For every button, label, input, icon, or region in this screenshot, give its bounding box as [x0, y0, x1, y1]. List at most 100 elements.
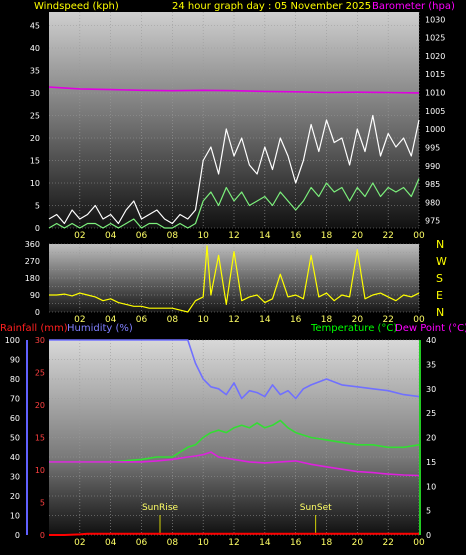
x-tick-label: 08 [167, 538, 179, 548]
sun-marker-label: SunSet [300, 503, 332, 513]
y-tick-label: 985 [425, 180, 440, 189]
compass-label: W [436, 255, 447, 268]
y-tick-label: 980 [425, 198, 440, 207]
series-wind-direction [49, 245, 420, 313]
barometer-axis-title: Barometer (hpa) [372, 1, 455, 12]
x-tick-label: 00 [413, 231, 425, 241]
y-tick-label: 20 [426, 434, 436, 443]
x-tick-label: 18 [321, 231, 333, 241]
y-tick-label: 180 [25, 274, 40, 283]
x-tick-label: 22 [382, 315, 393, 325]
y-tick-label: 15 [426, 458, 436, 467]
y-tick-label: 360 [25, 240, 40, 249]
y-tick-label: 40 [426, 336, 436, 345]
series-humidity [49, 339, 420, 400]
y-tick-label: 0 [35, 308, 40, 317]
y-tick-label: 50 [10, 434, 20, 443]
y-tick-label: 990 [425, 162, 440, 171]
x-tick-label: 06 [136, 231, 148, 241]
y-tick-label: 995 [425, 143, 440, 152]
y-tick-label: 5 [40, 499, 45, 508]
x-tick-label: 14 [259, 538, 271, 548]
series-temperature [49, 419, 420, 463]
y-tick-label: 10 [30, 179, 40, 188]
x-tick-label: 12 [228, 538, 239, 548]
x-tick-label: 06 [136, 538, 148, 548]
wind-axis-title: Windspeed (kph) [34, 1, 119, 12]
x-tick-label: 02 [74, 315, 85, 325]
y-tick-label: 30 [30, 89, 40, 98]
x-tick-label: 12 [228, 315, 239, 325]
y-tick-label: 30 [35, 336, 45, 345]
y-tick-label: 270 [25, 257, 40, 266]
series-average-wind [48, 178, 420, 229]
y-tick-label: 10 [426, 482, 436, 491]
x-tick-label: 08 [167, 315, 179, 325]
y-tick-label: 1000 [425, 125, 445, 134]
x-tick-label: 16 [290, 315, 302, 325]
y-tick-label: 10 [10, 512, 20, 521]
x-tick-label: 14 [259, 315, 271, 325]
y-tick-label: 35 [426, 360, 436, 369]
x-tick-label: 00 [413, 315, 425, 325]
y-tick-label: 35 [30, 67, 40, 76]
y-tick-label: 45 [30, 22, 40, 31]
y-tick-label: 40 [10, 453, 20, 462]
x-tick-label: 08 [167, 231, 179, 241]
x-tick-label: 22 [382, 231, 393, 241]
chart-title: 24 hour graph day : 05 November 2025 [172, 1, 371, 12]
y-tick-label: 1020 [425, 52, 445, 61]
x-tick-label: 22 [382, 538, 393, 548]
y-tick-label: 975 [425, 217, 440, 226]
y-tick-label: 25 [426, 409, 436, 418]
y-tick-label: 1030 [425, 15, 445, 24]
y-tick-label: 15 [35, 434, 45, 443]
y-tick-label: 70 [10, 395, 20, 404]
y-tick-label: 20 [30, 134, 40, 143]
compass-label: N [436, 238, 444, 251]
x-tick-label: 10 [197, 315, 209, 325]
y-tick-label: 1015 [425, 70, 445, 79]
y-tick-label: 30 [10, 473, 20, 482]
x-tick-label: 04 [105, 315, 117, 325]
x-tick-label: 18 [321, 538, 333, 548]
y-tick-label: 20 [35, 401, 45, 410]
series-wind-gust [48, 114, 420, 225]
x-tick-label: 12 [228, 231, 239, 241]
y-tick-label: 80 [10, 375, 20, 384]
y-tick-label: 0 [15, 531, 20, 540]
y-tick-label: 90 [30, 291, 40, 300]
y-tick-label: 25 [35, 369, 45, 378]
temperature-axis-title: Temperature (°C) [310, 323, 397, 334]
humidity-axis-title: Humidity (%) [67, 323, 133, 334]
x-tick-label: 04 [105, 231, 117, 241]
y-tick-label: 0 [40, 531, 45, 540]
y-tick-label: 30 [426, 385, 436, 394]
series-barometer [48, 86, 420, 94]
x-tick-label: 16 [290, 231, 302, 241]
y-tick-label: 100 [5, 336, 20, 345]
x-tick-label: 02 [74, 538, 85, 548]
compass-label: N [436, 306, 444, 319]
x-tick-label: 02 [74, 231, 85, 241]
x-tick-label: 06 [136, 315, 148, 325]
y-tick-label: 10 [35, 466, 45, 475]
compass-label: S [436, 272, 443, 285]
y-tick-label: 15 [30, 157, 40, 166]
x-tick-label: 10 [197, 538, 209, 548]
y-tick-label: 60 [10, 414, 20, 423]
y-tick-label: 1025 [425, 34, 445, 43]
y-tick-label: 0 [426, 531, 431, 540]
rainfall-axis-title: Rainfall (mm) [0, 323, 68, 334]
sun-marker-label: SunRise [142, 503, 179, 513]
x-tick-label: 18 [321, 315, 333, 325]
x-tick-label: 00 [413, 538, 425, 548]
dewpoint-axis-title: Dew Point (°C) [395, 323, 466, 334]
series-rainfall [49, 532, 419, 536]
y-tick-label: 90 [10, 356, 20, 365]
x-tick-label: 04 [105, 538, 117, 548]
y-tick-label: 5 [426, 507, 431, 516]
x-tick-label: 20 [352, 231, 364, 241]
y-tick-label: 5 [35, 202, 40, 211]
